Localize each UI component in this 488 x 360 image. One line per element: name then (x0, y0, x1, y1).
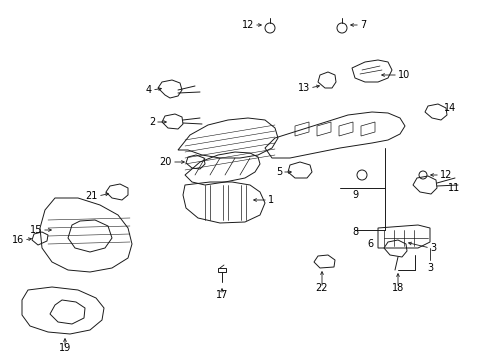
Text: 15: 15 (30, 225, 42, 235)
Text: 13: 13 (297, 83, 309, 93)
Text: 3: 3 (426, 263, 432, 273)
Text: 9: 9 (351, 190, 357, 200)
Text: 22: 22 (315, 283, 327, 293)
Text: 17: 17 (215, 290, 228, 300)
Text: 18: 18 (391, 283, 403, 293)
Text: 19: 19 (59, 343, 71, 353)
Text: 1: 1 (267, 195, 274, 205)
Text: 2: 2 (148, 117, 155, 127)
Text: 20: 20 (159, 157, 172, 167)
Text: 14: 14 (443, 103, 455, 113)
Text: 12: 12 (439, 170, 451, 180)
Text: 16: 16 (12, 235, 24, 245)
Text: 21: 21 (85, 191, 98, 201)
Text: 3: 3 (429, 243, 435, 253)
Text: 12: 12 (241, 20, 253, 30)
Text: 6: 6 (366, 239, 372, 249)
Text: 7: 7 (359, 20, 366, 30)
Text: 11: 11 (447, 183, 459, 193)
Text: 10: 10 (397, 70, 409, 80)
Text: 4: 4 (145, 85, 152, 95)
Text: 5: 5 (275, 167, 282, 177)
Text: 8: 8 (351, 227, 357, 237)
